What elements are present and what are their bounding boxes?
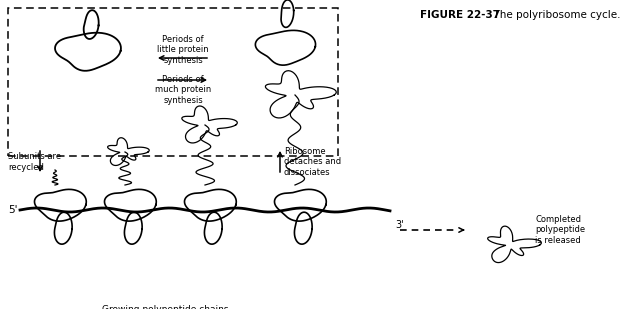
Text: 5': 5' — [8, 205, 17, 215]
Text: FIGURE 22-37: FIGURE 22-37 — [420, 10, 500, 20]
Text: The polyribosome cycle.: The polyribosome cycle. — [487, 10, 620, 20]
Text: Completed
polypeptide
is released: Completed polypeptide is released — [535, 215, 585, 245]
Text: 3': 3' — [395, 220, 404, 230]
Text: Ribosome
detaches and
dissociates: Ribosome detaches and dissociates — [284, 147, 341, 177]
Text: Growing polypeptide chains: Growing polypeptide chains — [102, 305, 228, 309]
Text: Periods of
little protein
synthesis: Periods of little protein synthesis — [157, 35, 209, 65]
Text: Periods of
much protein
synthesis: Periods of much protein synthesis — [155, 75, 211, 105]
Text: Subunits are
recycled: Subunits are recycled — [8, 152, 61, 172]
